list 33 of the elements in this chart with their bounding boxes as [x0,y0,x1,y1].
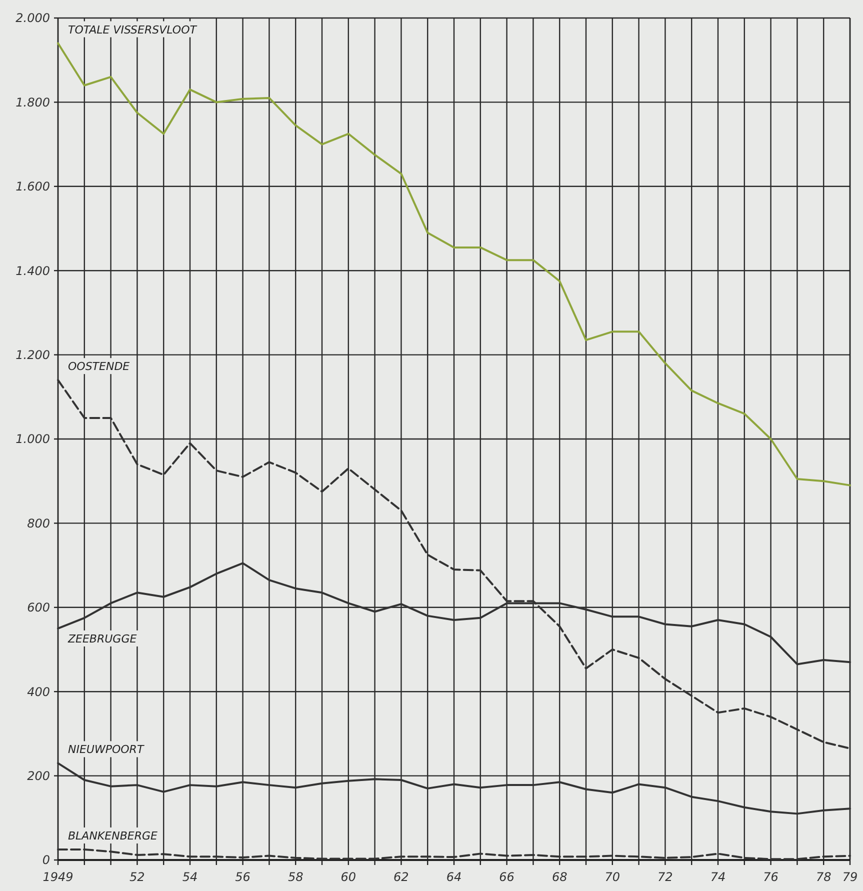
y-tick-label: 400 [27,684,50,699]
x-tick-label: 70 [604,870,620,884]
x-tick-label: 52 [130,870,145,884]
series-label: BLANKENBERGE [68,829,158,842]
y-tick-label: 0 [42,853,50,868]
y-tick-label: 600 [27,600,50,615]
x-tick-label: 68 [552,870,568,884]
y-tick-label: 800 [27,516,50,530]
x-tick-label: 66 [499,870,515,884]
x-tick-label: 56 [235,870,251,884]
line-series [57,42,851,486]
x-tick-label: 74 [710,870,726,884]
x-tick-label: 78 [816,870,832,884]
series-label: ZEEBRUGGE [67,632,137,646]
y-tick-label: 2.000 [16,11,50,26]
y-tick-label: 1.400 [16,264,50,278]
x-tick-label: 72 [658,870,673,884]
x-tick-label: 54 [182,870,198,884]
y-tick-label: 1.000 [16,432,50,446]
x-tick-label: 64 [446,870,462,884]
x-tick-label: 76 [763,870,779,884]
x-tick-label: 58 [288,870,304,884]
x-tick-label: 62 [394,870,409,884]
x-tick-label: 79 [842,870,858,884]
x-tick-label: 1949 [42,870,74,884]
x-tick-label: 60 [340,870,356,884]
series-label: NIEUWPOORT [68,743,145,756]
y-tick-label: 200 [27,769,50,783]
y-tick-label: 1.800 [16,95,50,110]
series-label: TOTALE VISSERSVLOOT [68,23,198,36]
y-tick-label: 1.600 [16,180,50,194]
series-label: OOSTENDE [68,360,130,374]
y-tick-label: 1.200 [16,348,50,362]
